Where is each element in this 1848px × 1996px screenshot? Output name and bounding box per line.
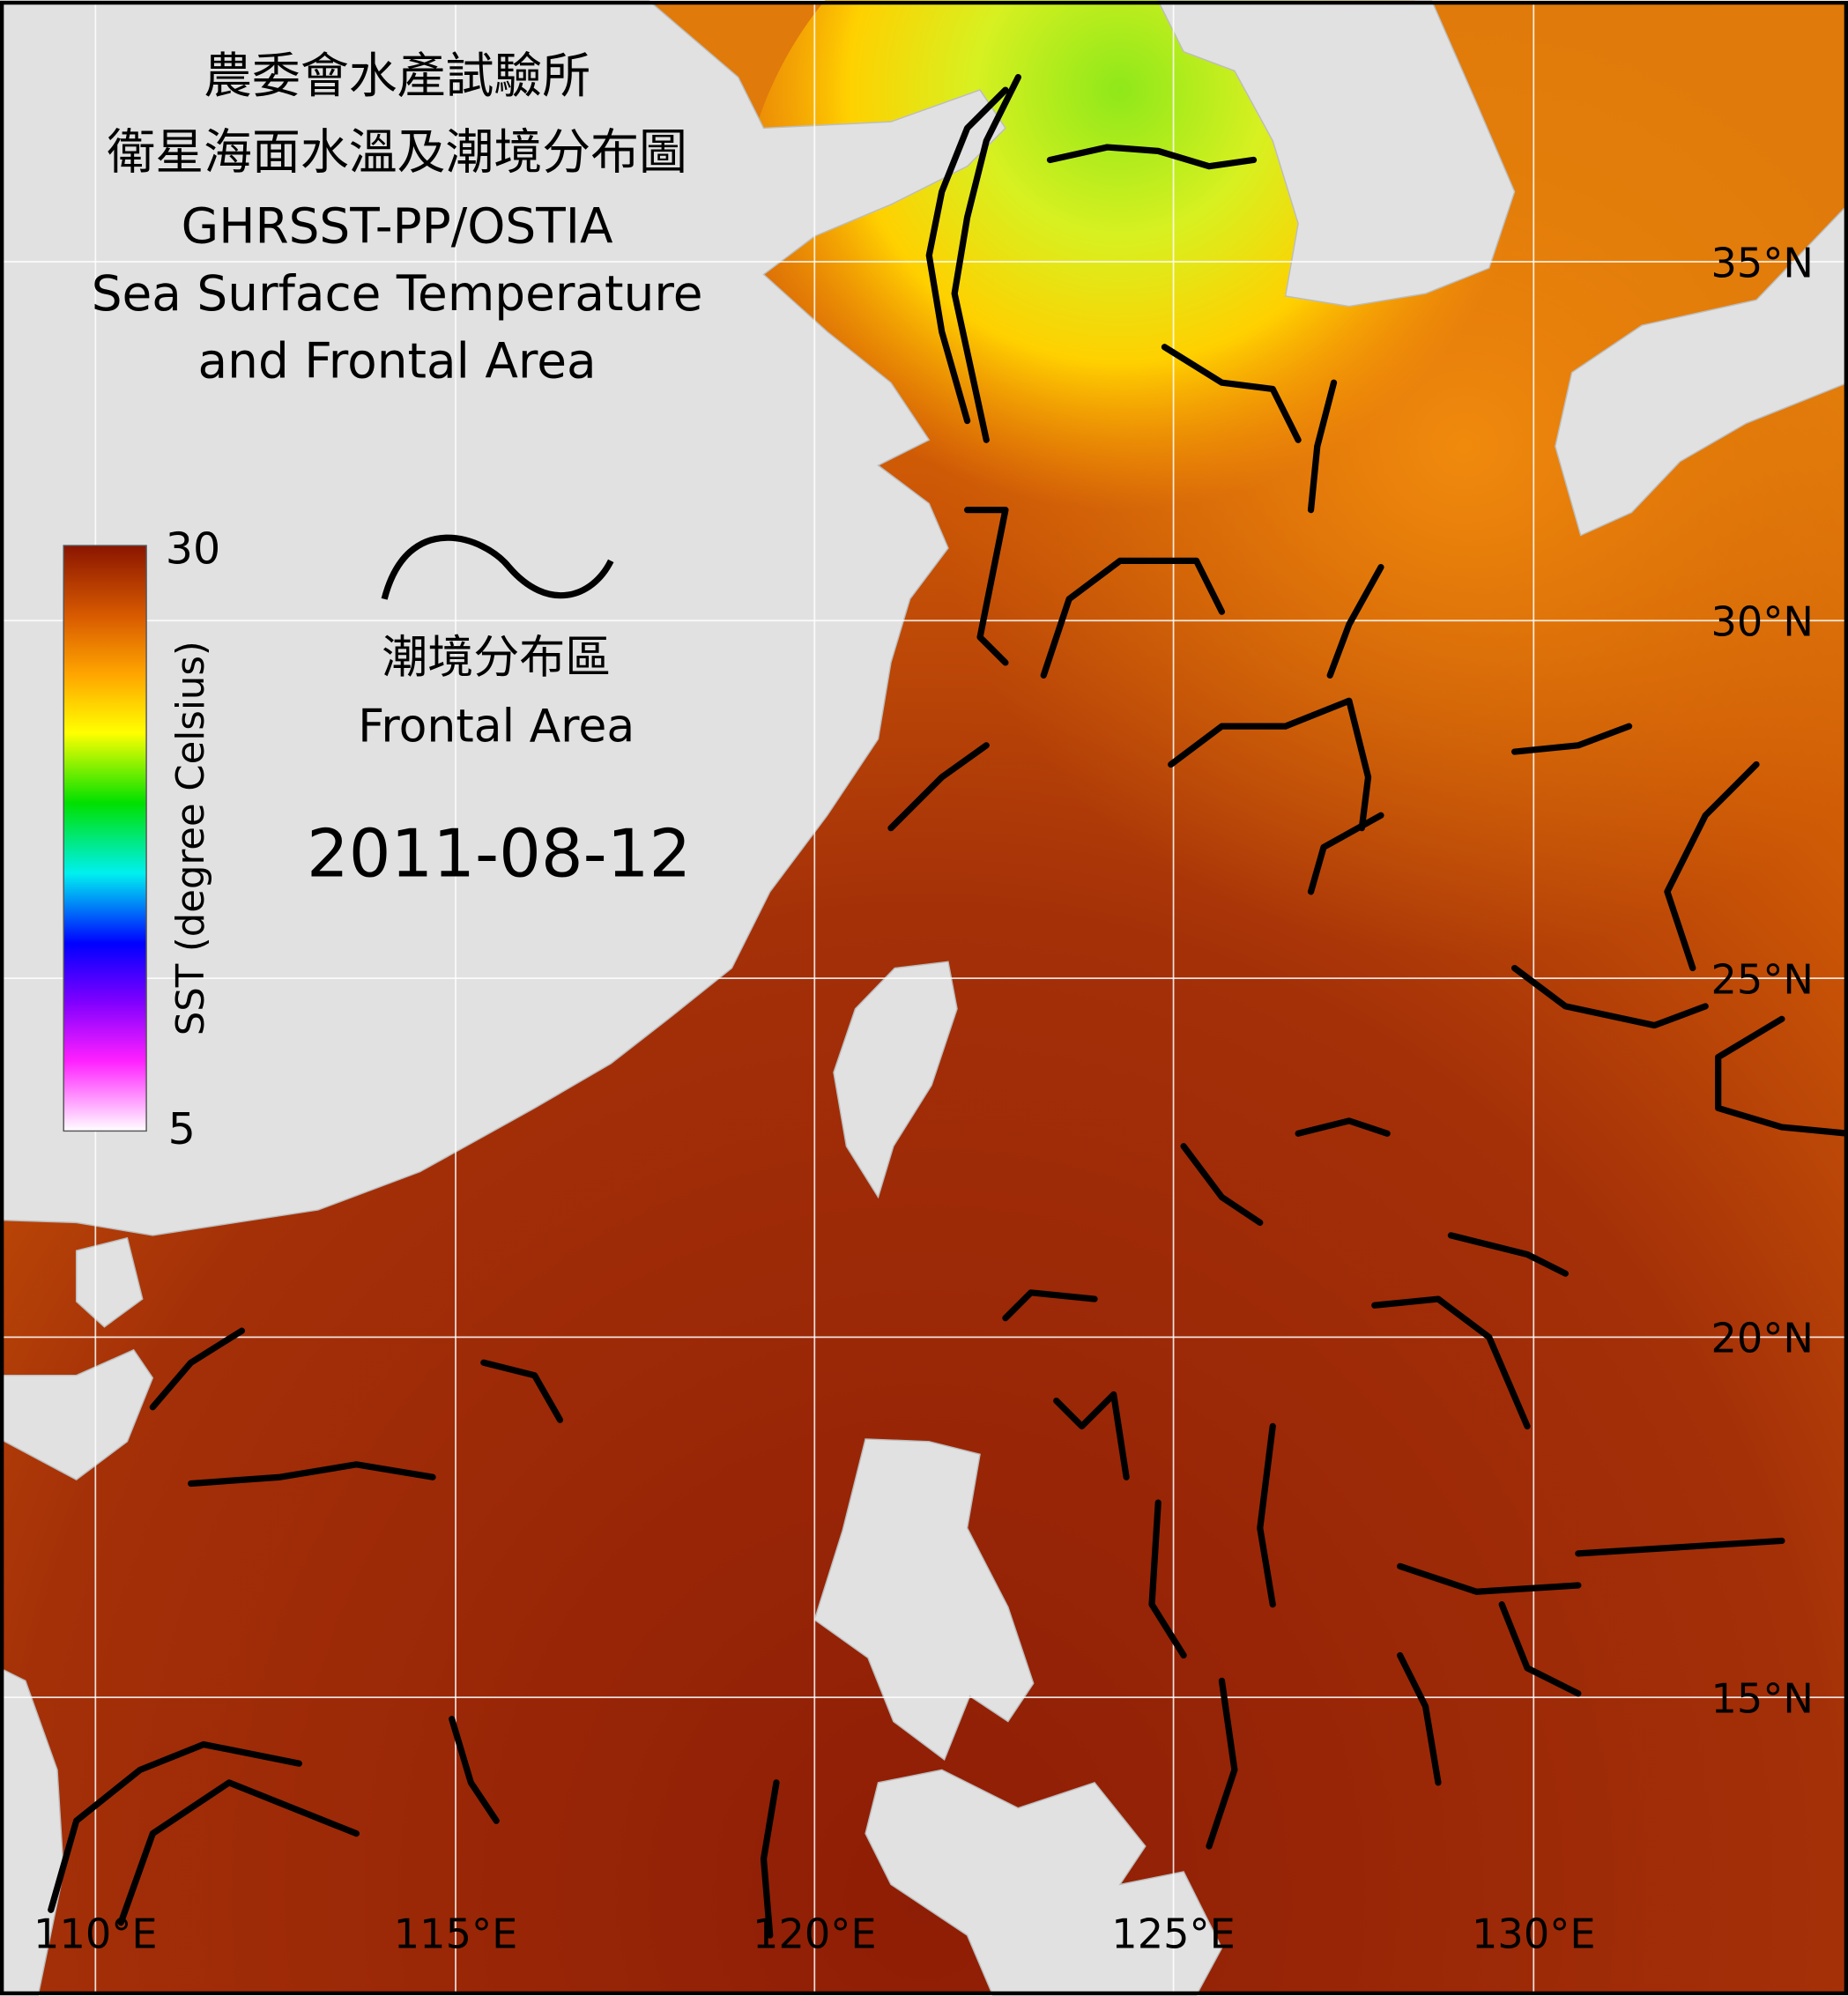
korea: [1157, 0, 1516, 308]
frontal-symbol: [381, 534, 614, 600]
front: [48, 1740, 303, 1913]
front: [1206, 1677, 1238, 1850]
front: [1307, 812, 1384, 895]
latitude-label: 30°N: [1711, 598, 1814, 646]
front: [1002, 1289, 1098, 1322]
frontal-lines: [48, 73, 1848, 1939]
frontal-label-en: Frontal Area: [358, 700, 635, 753]
front: [1664, 761, 1760, 972]
front: [1397, 1651, 1442, 1786]
japan: [1555, 203, 1848, 537]
title-line: 農委會水產試驗所: [204, 48, 590, 104]
latitude-label: 25°N: [1711, 955, 1814, 1003]
front: [1168, 697, 1372, 832]
visayas: [865, 1769, 1223, 1996]
front: [480, 1359, 564, 1423]
longitude-label: 120°E: [753, 1911, 876, 1958]
front: [1148, 1499, 1187, 1659]
latitude-label: 20°N: [1711, 1315, 1814, 1362]
taiwan: [833, 961, 958, 1199]
front: [1161, 344, 1302, 443]
front: [1307, 379, 1338, 514]
longitude-label: 125°E: [1111, 1911, 1235, 1958]
front: [887, 742, 990, 832]
front: [188, 1461, 436, 1488]
latitude-label: 15°N: [1711, 1674, 1814, 1722]
front: [1180, 1143, 1264, 1227]
front: [1371, 1295, 1531, 1430]
luzon: [813, 1438, 1035, 1762]
colorbar: [63, 545, 147, 1132]
hainan: [75, 1236, 144, 1328]
front: [1046, 144, 1258, 170]
china-coast: [0, 0, 1006, 1236]
front: [1257, 1422, 1276, 1608]
front: [1397, 1562, 1582, 1595]
title-line: 衛星海面水溫及潮境分布圖: [107, 124, 687, 181]
longitude-label: 115°E: [394, 1911, 517, 1958]
front: [1295, 1117, 1391, 1137]
date: 2011-08-12: [307, 815, 691, 893]
front: [449, 1716, 500, 1824]
front: [1511, 723, 1633, 755]
leizhou-vietnam: [0, 1348, 154, 1480]
colorbar-max: 30: [166, 523, 220, 574]
front: [149, 1327, 246, 1411]
front: [117, 1779, 360, 1926]
front: [1498, 1601, 1582, 1697]
title-line: and Frontal Area: [198, 332, 597, 389]
front: [1511, 964, 1709, 1029]
front: [1575, 1537, 1785, 1557]
front: [1715, 1015, 1848, 1137]
frontal-label-zh: 潮境分布區: [382, 632, 611, 685]
front: [951, 73, 1021, 443]
front: [1326, 564, 1384, 679]
title-line: GHRSST-PP/OSTIA: [182, 197, 613, 254]
longitude-label: 130°E: [1472, 1911, 1595, 1958]
front: [1053, 1391, 1130, 1480]
colorbar-min: 5: [168, 1103, 196, 1154]
longitude-label: 110°E: [33, 1911, 157, 1958]
colorbar-label: SST (degree Celsius): [169, 641, 213, 1035]
latitude-label: 35°N: [1711, 239, 1814, 286]
front: [963, 507, 1009, 666]
front: [925, 86, 1009, 425]
front: [1040, 557, 1226, 679]
front: [760, 1779, 780, 1939]
title-line: Sea Surface Temperature: [92, 265, 703, 322]
front: [1447, 1232, 1569, 1277]
